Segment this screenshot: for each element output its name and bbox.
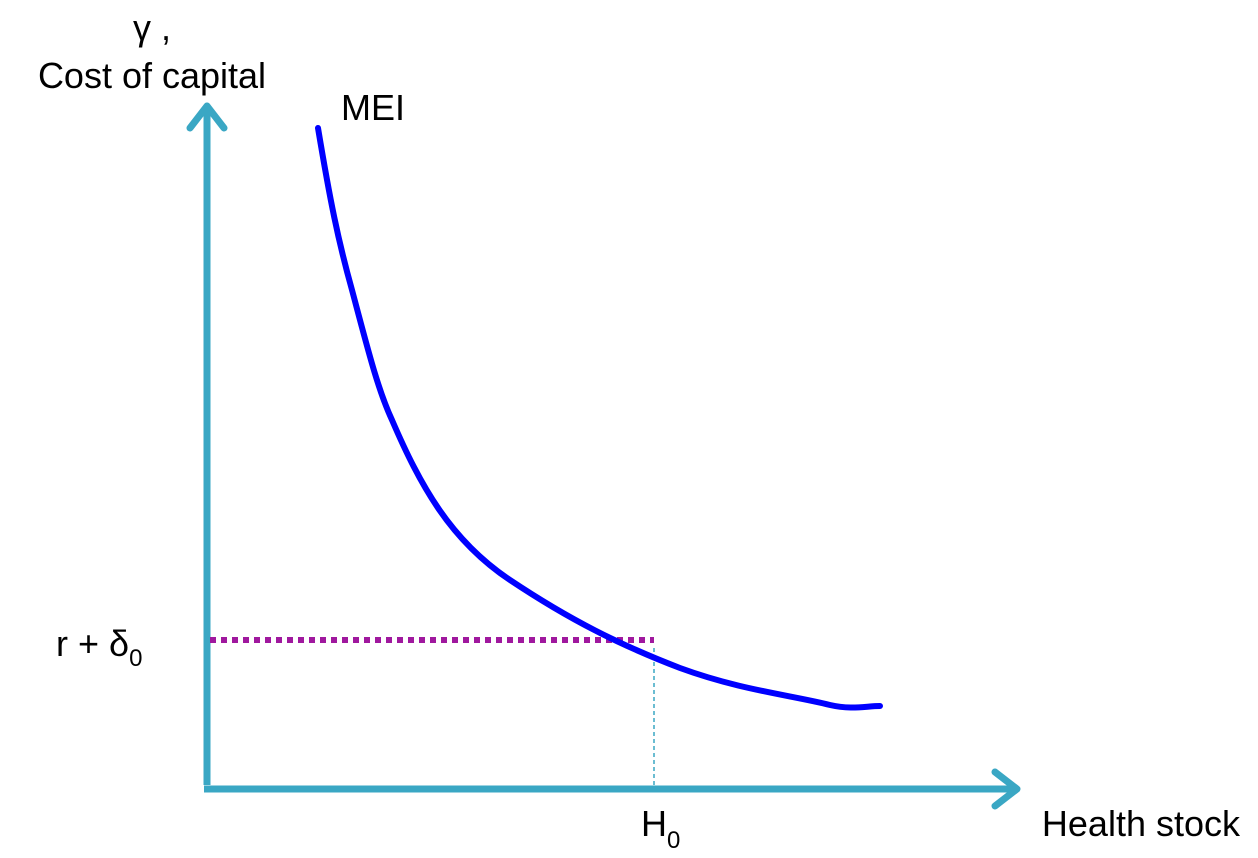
y-marker-base: r + δ: [56, 623, 129, 664]
x-marker-subscript: 0: [667, 827, 680, 854]
x-marker-label: H0: [641, 803, 680, 854]
y-marker-label: r + δ0: [56, 623, 142, 672]
y-axis-arrowhead: [186, 102, 228, 132]
y-marker-subscript: 0: [129, 645, 142, 672]
y-axis-label-line1: γ ,: [133, 7, 171, 48]
mei-curve: [315, 125, 883, 711]
y-axis-label-line2: Cost of capital: [38, 55, 266, 96]
mei-curve-label: MEI: [341, 87, 405, 128]
x-axis-label: Health stock: [1042, 803, 1241, 844]
x-axis-arrowhead: [991, 768, 1021, 810]
x-marker-base: H: [641, 803, 667, 844]
